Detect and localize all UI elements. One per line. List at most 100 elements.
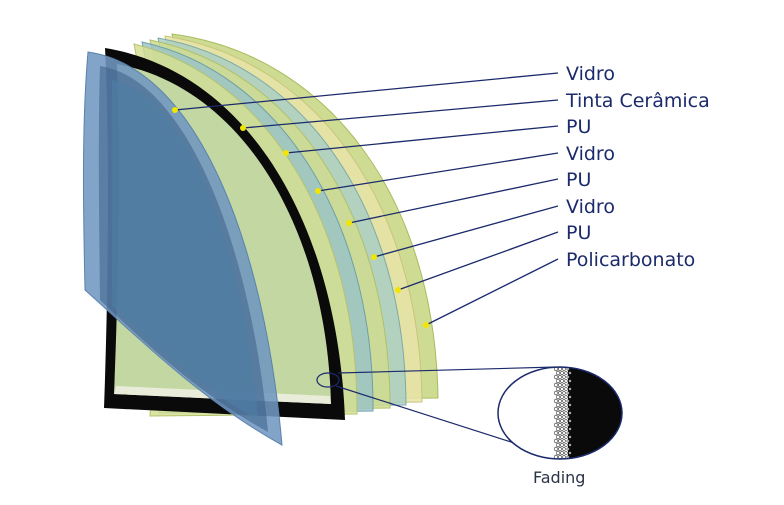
fading-dot <box>564 371 568 375</box>
leader-dot-1 <box>172 107 178 113</box>
fading-dot <box>553 422 559 428</box>
fading-dot <box>562 399 566 403</box>
leader-line-8 <box>425 258 559 326</box>
layer-label-tinta-ceramica: Tinta Cerâmica <box>565 90 710 112</box>
fading-dot <box>564 387 568 391</box>
fading-dot <box>566 415 570 419</box>
fading-dot-pattern <box>553 367 572 463</box>
fading-dot <box>568 403 572 407</box>
fading-dot <box>566 439 570 443</box>
fading-dot <box>560 459 563 462</box>
fading-dot <box>564 427 568 431</box>
fading-dot <box>566 399 570 403</box>
fading-dot <box>566 447 570 451</box>
fading-dot <box>555 450 561 456</box>
fading-dot <box>560 403 564 407</box>
leader-dot-2 <box>240 125 246 131</box>
layer-label-policarbonato: Policarbonato <box>566 249 695 271</box>
fading-dot <box>553 438 559 444</box>
layer-label-vidro-1: Vidro <box>566 63 615 85</box>
fading-dot <box>560 435 564 439</box>
leader-line-1 <box>174 72 559 111</box>
fading-dot <box>566 375 570 379</box>
fading-dot <box>558 407 562 411</box>
fading-label: Fading <box>533 468 585 487</box>
fading-dot <box>555 370 561 376</box>
fading-dot <box>568 427 572 431</box>
fading-dot <box>558 399 562 403</box>
fading-dot <box>562 439 566 443</box>
fading-dot <box>568 419 572 423</box>
layer-label-vidro-3: Vidro <box>566 196 615 218</box>
fading-dot <box>560 427 564 431</box>
fading-dot <box>555 378 561 384</box>
fading-dot <box>566 423 570 427</box>
leader-dot-5 <box>346 220 352 226</box>
layer-label-vidro-2: Vidro <box>566 143 615 165</box>
fading-connector-bottom <box>335 385 537 451</box>
fading-dot <box>562 407 566 411</box>
fading-dot <box>564 395 568 399</box>
fading-dot <box>562 455 566 459</box>
fading-dot <box>555 402 561 408</box>
leader-line-6 <box>373 205 559 258</box>
fading-dot <box>558 375 562 379</box>
fading-dot <box>558 391 562 395</box>
fading-dot <box>568 395 572 399</box>
glass-layer-1-inner <box>111 80 258 420</box>
layer-labels: Vidro Tinta Cerâmica PU Vidro PU Vidro P… <box>565 63 710 271</box>
fading-dot <box>553 406 559 412</box>
fading-dot <box>555 394 561 400</box>
fading-dot <box>558 431 562 435</box>
leader-dot-3 <box>283 150 289 156</box>
fading-dot <box>562 375 566 379</box>
fading-dot <box>553 430 559 436</box>
fading-dot <box>555 426 561 432</box>
fading-magnifier-lens <box>497 366 623 460</box>
fading-dot <box>560 419 564 423</box>
fading-dot <box>564 403 568 407</box>
leader-dot-6 <box>371 254 377 260</box>
leader-dot-8 <box>423 322 429 328</box>
fading-dot <box>564 443 568 447</box>
fading-dot <box>560 371 564 375</box>
fading-dot <box>562 423 566 427</box>
fading-black-band <box>568 367 622 459</box>
fading-dot <box>558 383 562 387</box>
fading-connector-top <box>337 366 557 374</box>
fading-source-marker <box>316 372 340 388</box>
fading-dot <box>553 390 559 396</box>
fading-dot <box>553 398 559 404</box>
fading-dot <box>568 443 572 447</box>
fading-dot <box>555 418 561 424</box>
fading-dot <box>564 419 568 423</box>
fading-dot <box>560 379 564 383</box>
leader-line-4 <box>317 152 559 192</box>
fading-dot <box>566 407 570 411</box>
fading-dot <box>566 391 570 395</box>
leader-line-3 <box>285 125 559 154</box>
fading-dot <box>562 367 566 371</box>
leader-line-5 <box>348 178 559 224</box>
fading-dot <box>555 442 561 448</box>
leader-lines <box>172 72 559 328</box>
fading-dot <box>562 431 566 435</box>
fading-dot <box>560 387 564 391</box>
fading-dot <box>566 383 570 387</box>
fading-dot <box>562 447 566 451</box>
fading-dot <box>566 431 570 435</box>
fading-detail-callout: Fading <box>316 366 623 487</box>
fading-dot <box>565 460 568 463</box>
fading-dot <box>560 443 564 447</box>
fading-dot <box>553 414 559 420</box>
fading-dot <box>553 446 559 452</box>
fading-dot <box>553 382 559 388</box>
fading-dot <box>568 371 572 375</box>
fading-dot <box>558 415 562 419</box>
fading-dot <box>560 451 564 455</box>
fading-dot <box>558 423 562 427</box>
fading-dot <box>558 455 562 459</box>
fading-dot <box>558 439 562 443</box>
fading-dot <box>568 451 572 455</box>
fading-dot <box>558 367 562 371</box>
